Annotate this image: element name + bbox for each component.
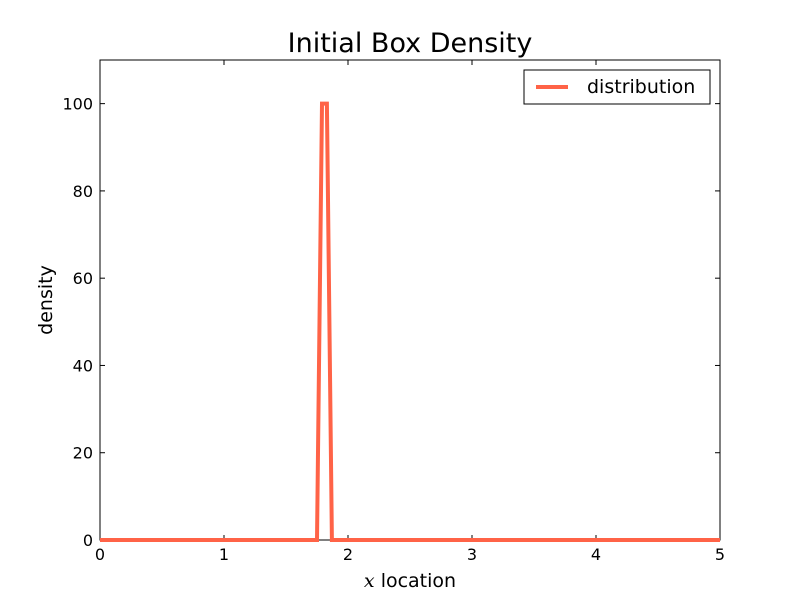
x-tick-label: 1 [219, 545, 229, 564]
y-tick-label: 80 [73, 182, 93, 201]
x-tick-label: 4 [591, 545, 601, 564]
x-axis-label-text: location [381, 570, 456, 592]
legend: distribution [523, 69, 711, 105]
chart-title: Initial Box Density [288, 28, 533, 59]
x-tick-label: 3 [467, 545, 477, 564]
y-tick-label: 0 [83, 531, 93, 550]
y-tick-label: 20 [73, 444, 93, 463]
y-tick-label: 40 [73, 356, 93, 375]
x-tick-label: 5 [715, 545, 725, 564]
legend-label-distribution: distribution [587, 76, 695, 98]
x-tick-label: 2 [343, 545, 353, 564]
y-axis-label: density [35, 265, 57, 335]
series-line-distribution [100, 101, 720, 542]
y-tick-label: 60 [73, 269, 93, 288]
axis-ticks: 0 1 2 3 4 5 0 20 40 60 80 100 [62, 60, 725, 564]
x-axis-variable: x [364, 570, 375, 592]
y-tick-label: 100 [62, 95, 93, 114]
x-tick-label: 0 [95, 545, 105, 564]
x-axis-label: x location [364, 570, 456, 592]
series-group [100, 101, 720, 542]
